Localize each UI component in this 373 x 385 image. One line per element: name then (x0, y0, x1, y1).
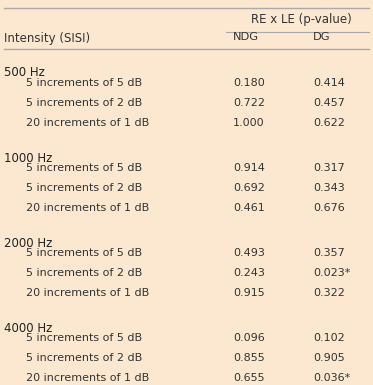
Text: 0.243: 0.243 (233, 268, 265, 278)
Text: 0.461: 0.461 (233, 203, 265, 213)
Text: 20 increments of 1 dB: 20 increments of 1 dB (26, 288, 149, 298)
Text: 0.023*: 0.023* (313, 268, 351, 278)
Text: 5 increments of 5 dB: 5 increments of 5 dB (26, 78, 142, 88)
Text: 0.457: 0.457 (313, 98, 345, 108)
Text: 5 increments of 5 dB: 5 increments of 5 dB (26, 163, 142, 173)
Text: 0.622: 0.622 (313, 118, 345, 128)
Text: 2000 Hz: 2000 Hz (4, 237, 52, 249)
Text: 20 increments of 1 dB: 20 increments of 1 dB (26, 203, 149, 213)
Text: Intensity (SISI): Intensity (SISI) (4, 32, 90, 45)
Text: 0.722: 0.722 (233, 98, 265, 108)
Text: 0.493: 0.493 (233, 248, 265, 258)
Text: 5 increments of 2 dB: 5 increments of 2 dB (26, 268, 142, 278)
Text: 4000 Hz: 4000 Hz (4, 322, 52, 335)
Text: 0.317: 0.317 (313, 163, 345, 173)
Text: 5 increments of 2 dB: 5 increments of 2 dB (26, 98, 142, 108)
Text: 500 Hz: 500 Hz (4, 67, 45, 79)
Text: 0.102: 0.102 (313, 333, 345, 343)
Text: 0.096: 0.096 (233, 333, 265, 343)
Text: 0.915: 0.915 (233, 288, 265, 298)
Text: 5 increments of 5 dB: 5 increments of 5 dB (26, 333, 142, 343)
Text: 1.000: 1.000 (233, 118, 265, 128)
Text: 0.343: 0.343 (313, 183, 345, 193)
Text: DG: DG (313, 32, 331, 42)
Text: 0.414: 0.414 (313, 78, 345, 88)
Text: RE x LE (p-value): RE x LE (p-value) (251, 13, 352, 26)
Text: 0.676: 0.676 (313, 203, 345, 213)
Text: 20 increments of 1 dB: 20 increments of 1 dB (26, 373, 149, 383)
Text: 1000 Hz: 1000 Hz (4, 152, 52, 164)
Text: 5 increments of 2 dB: 5 increments of 2 dB (26, 183, 142, 193)
Text: 5 increments of 5 dB: 5 increments of 5 dB (26, 248, 142, 258)
Text: 5 increments of 2 dB: 5 increments of 2 dB (26, 353, 142, 363)
Text: 0.855: 0.855 (233, 353, 265, 363)
Text: 0.036*: 0.036* (313, 373, 351, 383)
Text: 20 increments of 1 dB: 20 increments of 1 dB (26, 118, 149, 128)
Text: 0.914: 0.914 (233, 163, 265, 173)
Text: 0.905: 0.905 (313, 353, 345, 363)
Text: 0.357: 0.357 (313, 248, 345, 258)
Text: 0.180: 0.180 (233, 78, 265, 88)
Text: 0.322: 0.322 (313, 288, 345, 298)
Text: 0.655: 0.655 (233, 373, 265, 383)
Text: NDG: NDG (233, 32, 259, 42)
Text: 0.692: 0.692 (233, 183, 265, 193)
